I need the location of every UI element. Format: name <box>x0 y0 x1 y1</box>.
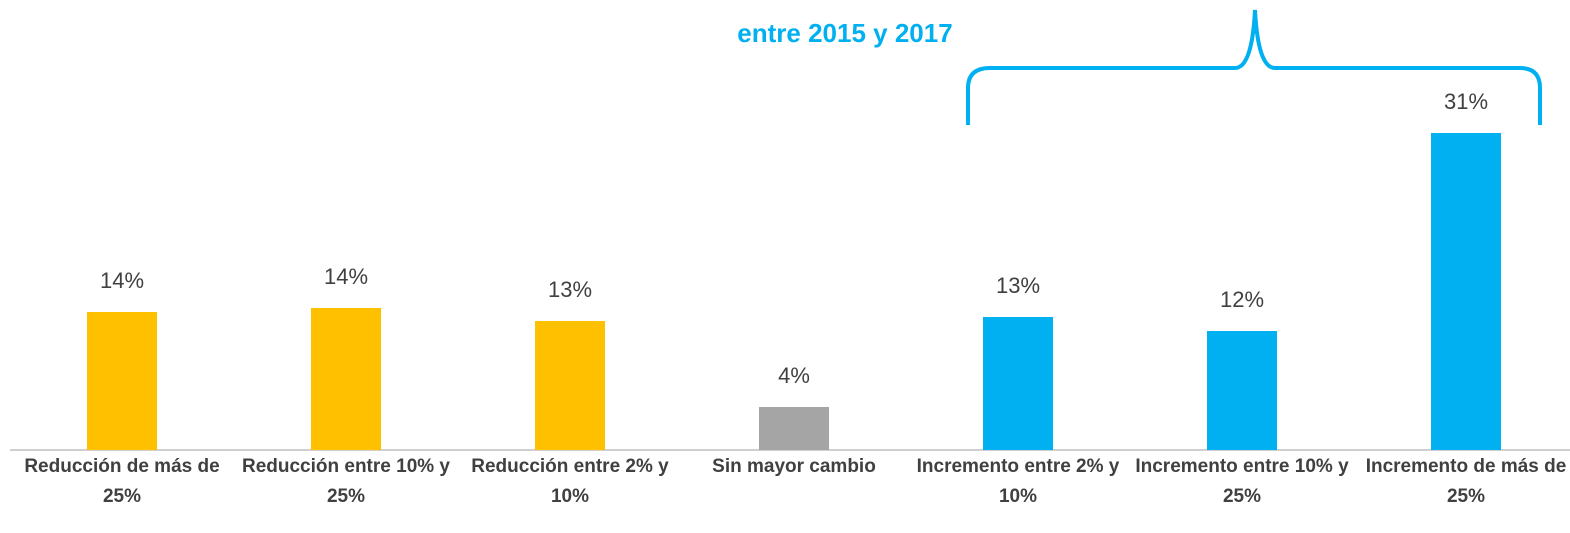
x-tick-label: Incremento entre 10% y 25% <box>1135 456 1349 507</box>
bar <box>983 317 1053 450</box>
bar <box>535 321 605 450</box>
data-label: 14% <box>323 263 369 289</box>
x-tick-label: Reducción entre 10% y 25% <box>241 456 451 507</box>
annotation: entre 2015 y 2017 <box>737 18 953 48</box>
bar <box>1207 331 1277 450</box>
data-label: 31% <box>1443 89 1489 115</box>
data-label: 14% <box>99 268 145 294</box>
x-tick-label: Sin mayor cambio <box>712 456 876 477</box>
bar <box>1431 133 1501 450</box>
bar <box>311 307 381 450</box>
x-tick-label: Reducción de más de 25% <box>24 456 220 507</box>
data-label: 12% <box>1219 287 1265 313</box>
data-label: 13% <box>547 277 593 303</box>
data-label: 13% <box>995 273 1041 299</box>
x-tick-label: Reducción entre 2% y 10% <box>471 456 669 507</box>
bar <box>87 312 157 450</box>
brace <box>966 9 1542 125</box>
bar <box>759 407 829 450</box>
x-tick-label: Incremento de más de 25% <box>1365 456 1567 507</box>
data-label: 4% <box>778 363 810 389</box>
x-tick-label: Incremento entre 2% y 10% <box>916 456 1120 507</box>
